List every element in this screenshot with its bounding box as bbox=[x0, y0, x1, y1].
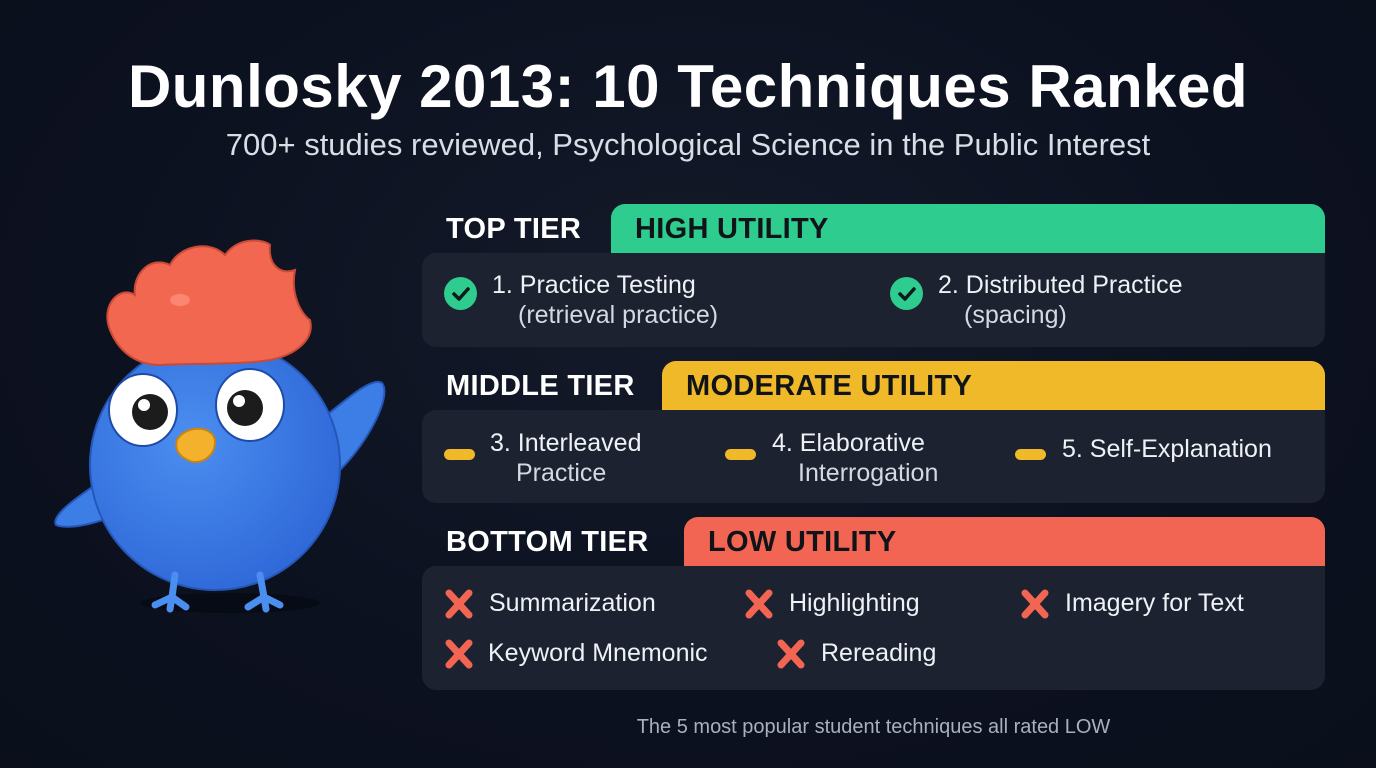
tier-label: BOTTOM TIER bbox=[446, 526, 649, 558]
list-item: 2. Distributed Practice (spacing) bbox=[938, 270, 1183, 330]
item-note: (spacing) bbox=[964, 301, 1067, 329]
item-name: 1. Practice Testing bbox=[492, 271, 696, 299]
tier-panel: 1. Practice Testing (retrieval practice)… bbox=[422, 253, 1325, 347]
list-item: Keyword Mnemonic bbox=[488, 639, 708, 667]
list-item: 4. Elaborative Interrogation bbox=[772, 428, 938, 488]
tier-panel: Summarization Highlighting Imagery for T… bbox=[422, 566, 1325, 690]
item-note: Practice bbox=[516, 459, 607, 487]
list-item: 1. Practice Testing (retrieval practice) bbox=[492, 270, 718, 330]
rating-band-high: HIGH UTILITY bbox=[611, 204, 1325, 254]
rating-label: HIGH UTILITY bbox=[635, 213, 829, 245]
list-item: Summarization bbox=[489, 589, 656, 617]
item-name: 2. Distributed Practice bbox=[938, 271, 1183, 299]
item-note: Interrogation bbox=[798, 459, 939, 487]
rating-band-moderate: MODERATE UTILITY bbox=[662, 361, 1325, 411]
check-circle-icon bbox=[444, 277, 477, 310]
x-mark-icon bbox=[777, 639, 805, 669]
dash-icon bbox=[725, 449, 756, 460]
list-item: 5. Self-Explanation bbox=[1062, 434, 1272, 464]
tier-bottom: BOTTOM TIER LOW UTILITY Summarization Hi… bbox=[422, 517, 1325, 690]
footer-note: The 5 most popular student techniques al… bbox=[636, 716, 1111, 738]
x-mark-icon bbox=[1021, 589, 1049, 619]
tier-middle: MIDDLE TIER MODERATE UTILITY 3. Interlea… bbox=[422, 361, 1325, 503]
tier-panel: 3. Interleaved Practice 4. Elaborative I… bbox=[422, 410, 1325, 503]
list-item: Imagery for Text bbox=[1065, 589, 1244, 617]
check-circle-icon bbox=[890, 277, 923, 310]
x-mark-icon bbox=[745, 589, 773, 619]
blue-bird-mascot-icon bbox=[54, 239, 386, 613]
tier-label: MIDDLE TIER bbox=[446, 370, 635, 402]
page-title: Dunlosky 2013: 10 Techniques Ranked bbox=[127, 53, 1249, 120]
list-item: Highlighting bbox=[789, 589, 920, 617]
rating-label: LOW UTILITY bbox=[708, 526, 897, 558]
tier-label: TOP TIER bbox=[446, 213, 582, 245]
dash-icon bbox=[1015, 449, 1046, 460]
x-mark-icon bbox=[445, 589, 473, 619]
tier-top: TOP TIER HIGH UTILITY 1. Practice Testin… bbox=[422, 204, 1325, 347]
dash-icon bbox=[444, 449, 475, 460]
list-item: Rereading bbox=[821, 639, 937, 667]
item-note: (retrieval practice) bbox=[518, 301, 719, 329]
rating-label: MODERATE UTILITY bbox=[686, 370, 973, 402]
x-mark-icon bbox=[445, 639, 473, 669]
item-name: 3. Interleaved bbox=[490, 429, 642, 457]
list-item: 3. Interleaved Practice bbox=[490, 428, 642, 488]
rating-band-low: LOW UTILITY bbox=[684, 517, 1325, 567]
item-name: 4. Elaborative bbox=[772, 429, 925, 457]
item-name: 5. Self-Explanation bbox=[1062, 435, 1272, 463]
page-subtitle: 700+ studies reviewed, Psychological Sci… bbox=[225, 127, 1151, 162]
